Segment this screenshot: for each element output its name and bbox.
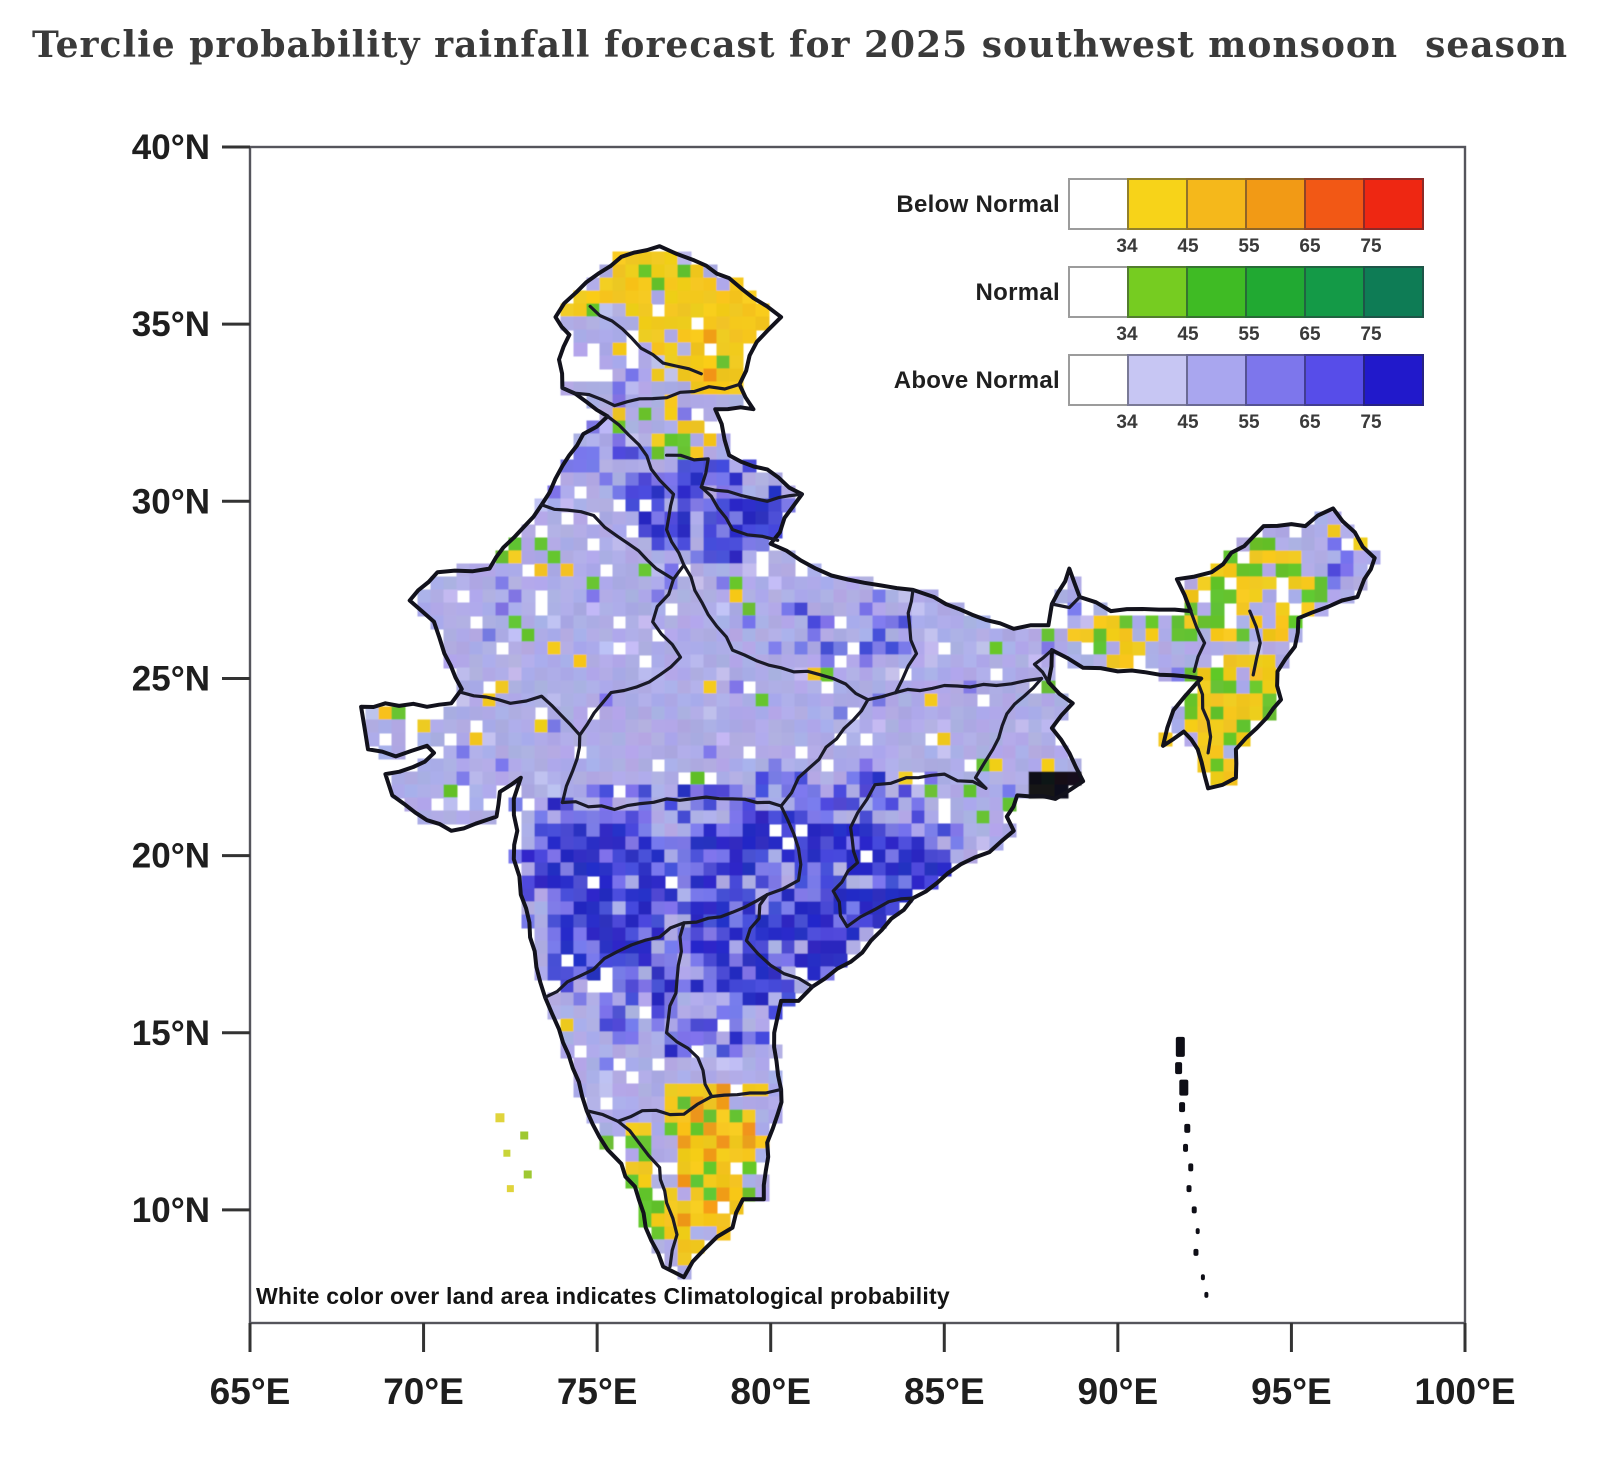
india-outline [359, 244, 1377, 1280]
lat-tick-label: 25°N [132, 659, 210, 698]
lon-tick-label: 100°E [1414, 1371, 1515, 1412]
lon-tick-label: 85°E [904, 1371, 985, 1412]
lat-tick-label: 20°N [132, 837, 210, 876]
lon-tick-label: 75°E [557, 1371, 638, 1412]
lat-tick-label: 10°N [132, 1191, 210, 1230]
lat-tick-label: 15°N [132, 1014, 210, 1053]
islands [495, 1036, 1209, 1298]
andaman-nicobar-island-dot [1204, 1291, 1209, 1298]
lon-tick-label: 65°E [210, 1371, 291, 1412]
figure-title: Terclie probability rainfall forecast fo… [31, 24, 1569, 66]
lakshadweep-island-dot [523, 1170, 532, 1179]
lakshadweep-island-dot [520, 1131, 529, 1140]
andaman-nicobar-island-dot [1175, 1062, 1183, 1075]
lon-tick-label: 70°E [383, 1371, 464, 1412]
climatology-note: White color over land area indicates Cli… [256, 1283, 950, 1309]
lon-tick-label: 80°E [730, 1371, 811, 1412]
andaman-nicobar-island-dot [1183, 1143, 1189, 1152]
andaman-nicobar-island-dot [1179, 1102, 1186, 1113]
andaman-nicobar-island-dot [1188, 1163, 1194, 1172]
andaman-nicobar-island-dot [1193, 1248, 1199, 1256]
state-boundaries [359, 244, 1377, 1280]
lon-tick-label: 90°E [1078, 1371, 1159, 1412]
andaman-nicobar-island-dot [1175, 1036, 1185, 1057]
lat-tick-label: 35°N [132, 305, 210, 344]
lakshadweep-island-dot [503, 1149, 511, 1157]
andaman-nicobar-island-dot [1186, 1185, 1192, 1193]
andaman-nicobar-island-dot [1191, 1206, 1197, 1214]
lat-tick-label: 40°N [132, 128, 210, 167]
lon-tick-label: 95°E [1251, 1371, 1332, 1412]
andaman-nicobar-island-dot [1200, 1274, 1205, 1281]
axes: 40°N 35°N 30°N 25°N 20°N 15°N 10°N 65°E 70°E 75°E… [132, 128, 1516, 1412]
lakshadweep-island-dot [506, 1185, 514, 1193]
grid-cells [365, 251, 1381, 1280]
lat-tick-label: 30°N [132, 482, 210, 521]
lakshadweep-island-dot [495, 1113, 505, 1123]
andaman-nicobar-island-dot [1195, 1228, 1200, 1235]
andaman-nicobar-island-dot [1179, 1079, 1189, 1096]
andaman-nicobar-island-dot [1184, 1123, 1191, 1133]
